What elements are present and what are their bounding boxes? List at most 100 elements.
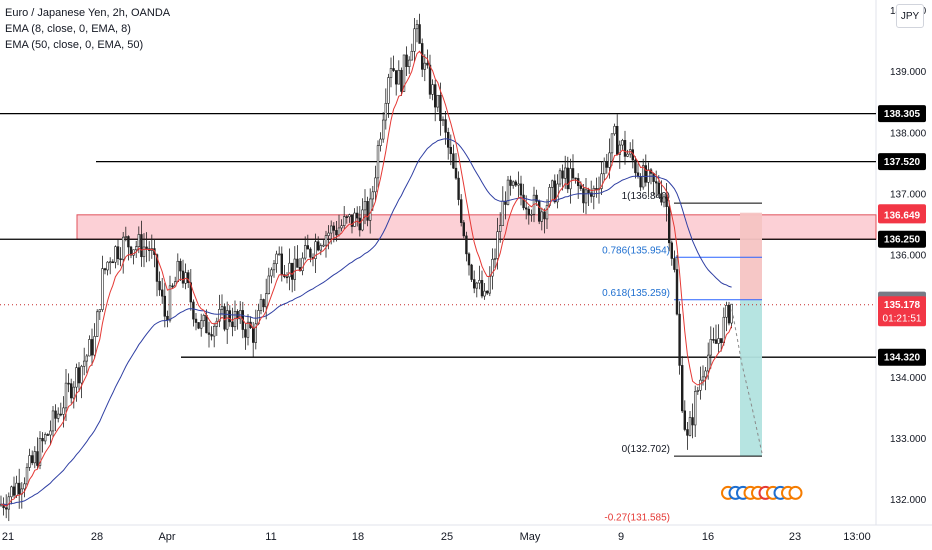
price-badge-bg xyxy=(878,153,926,171)
candle xyxy=(231,307,234,337)
candle-body xyxy=(277,253,281,256)
candle xyxy=(49,420,52,445)
candle-body xyxy=(168,285,172,321)
candle xyxy=(114,245,117,269)
candle-body xyxy=(181,270,185,284)
candle-body xyxy=(470,264,473,280)
candle-body xyxy=(376,145,380,179)
candle-body xyxy=(706,354,710,372)
candle xyxy=(514,179,518,187)
candle-body xyxy=(454,167,458,179)
price-tick-label: 137.000 xyxy=(890,189,927,200)
candle-body xyxy=(296,258,299,268)
candle xyxy=(75,363,78,402)
candle xyxy=(480,270,484,299)
legend-symbol[interactable]: Euro / Japanese Yen, 2h, OANDA xyxy=(5,7,171,19)
candle-body xyxy=(618,144,622,155)
currency-badge[interactable]: JPY xyxy=(896,4,924,28)
candle xyxy=(667,200,671,252)
candle xyxy=(288,248,291,291)
candle xyxy=(498,212,502,243)
candle-body xyxy=(722,316,726,344)
candle xyxy=(181,259,185,288)
candle-body xyxy=(381,119,385,140)
candle xyxy=(483,283,486,300)
candle xyxy=(12,476,16,498)
candle-body xyxy=(550,180,554,188)
candle xyxy=(363,189,367,225)
candle xyxy=(98,309,102,320)
candle-body xyxy=(348,214,351,218)
candle xyxy=(228,305,231,327)
candle-body xyxy=(264,293,268,308)
candle-body xyxy=(36,451,39,466)
candle xyxy=(290,262,294,293)
candle xyxy=(576,173,580,199)
candle-body xyxy=(319,245,322,251)
candle xyxy=(163,282,166,328)
candle-body xyxy=(662,196,666,203)
candle xyxy=(699,366,702,400)
price-tick-label: 133.000 xyxy=(890,434,927,445)
candle xyxy=(522,183,525,211)
candle xyxy=(127,235,130,261)
candle xyxy=(301,252,304,276)
legend-ema8[interactable]: EMA (8, close, 0, EMA, 8) xyxy=(5,23,131,35)
candle-body xyxy=(132,249,135,256)
candle xyxy=(714,324,718,344)
candle xyxy=(436,94,439,112)
price-badge: 136.649 xyxy=(878,206,926,224)
candle xyxy=(220,294,224,316)
candle xyxy=(72,381,76,409)
candle xyxy=(470,263,473,282)
candle xyxy=(168,275,172,323)
fib-level-label: 0.618(135.259) xyxy=(602,288,670,299)
candle-body xyxy=(85,355,89,362)
candle xyxy=(319,243,322,256)
candle xyxy=(465,231,468,262)
candle xyxy=(361,198,364,232)
candle xyxy=(600,161,603,195)
candle-body xyxy=(478,280,481,284)
candle xyxy=(122,232,125,274)
candle-body xyxy=(223,306,226,330)
candle-body xyxy=(210,334,213,337)
candle-body xyxy=(452,153,455,169)
candle xyxy=(20,482,23,509)
candle-body xyxy=(462,222,465,237)
candle xyxy=(462,220,465,239)
candle-body xyxy=(540,211,544,222)
candle xyxy=(342,206,346,229)
candle xyxy=(210,326,213,341)
candle-body xyxy=(704,370,707,378)
candle xyxy=(509,175,512,196)
candle xyxy=(67,373,70,393)
candle-body xyxy=(166,315,169,321)
candle-body xyxy=(459,199,463,223)
candle-body xyxy=(654,181,658,184)
candle xyxy=(236,309,239,330)
candle-body xyxy=(582,188,585,204)
candle-body xyxy=(407,59,411,67)
candle xyxy=(218,294,221,328)
candle-body xyxy=(72,386,76,399)
price-badge-label: 138.305 xyxy=(884,109,921,120)
candle-body xyxy=(363,201,367,211)
candle-body xyxy=(457,177,460,200)
candle xyxy=(428,54,432,99)
candle xyxy=(194,312,198,331)
candle-body xyxy=(83,360,86,367)
candle-body xyxy=(613,125,616,135)
time-tick-label: 25 xyxy=(441,531,453,543)
candle-body xyxy=(545,205,549,220)
candle-body xyxy=(38,438,42,466)
candle-body xyxy=(727,305,731,324)
legend-ema50[interactable]: EMA (50, close, 0, EMA, 50) xyxy=(5,39,144,51)
candle xyxy=(618,140,622,169)
candle xyxy=(262,298,265,313)
candle xyxy=(623,130,627,165)
candle xyxy=(368,188,372,234)
price-badge: 135.178 01:21:51 xyxy=(878,296,926,327)
